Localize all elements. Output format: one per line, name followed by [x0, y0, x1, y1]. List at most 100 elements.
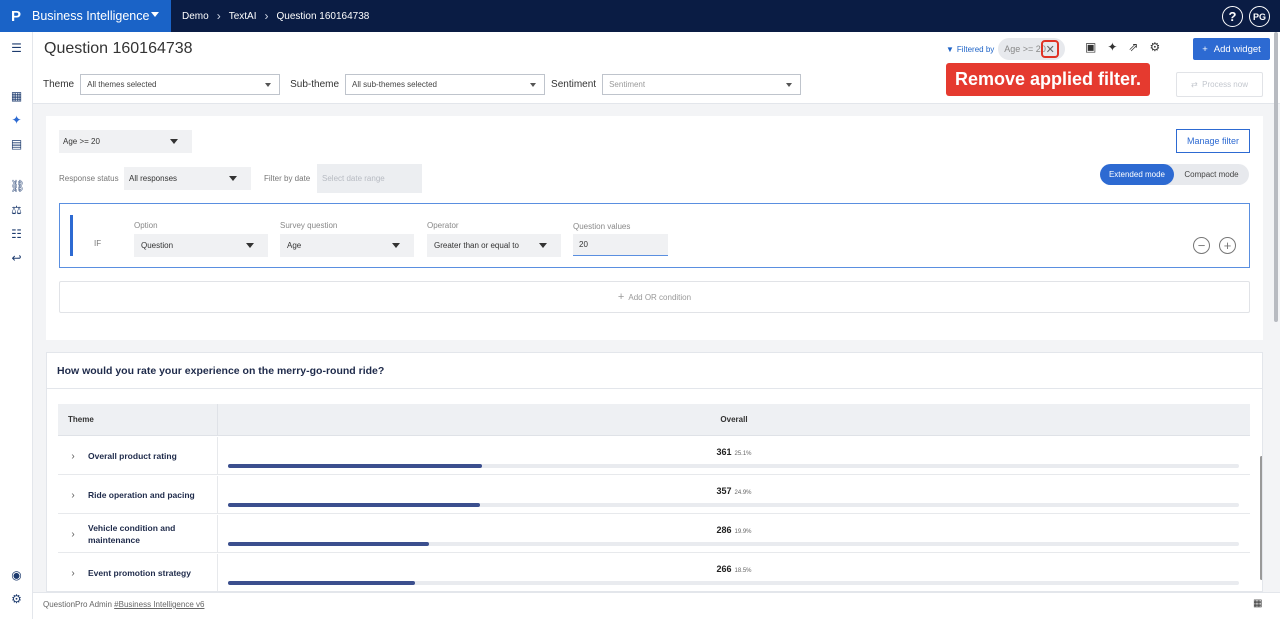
app-name: Business Intelligence: [32, 9, 150, 23]
add-or-condition-button[interactable]: + Add OR condition: [59, 281, 1250, 313]
back-icon[interactable]: ↩: [11, 251, 22, 265]
row-theme-name: Event promotion strategy: [88, 568, 191, 578]
chevron-right-icon[interactable]: ›: [71, 450, 75, 462]
progress-fill: [228, 542, 430, 546]
breadcrumb-item[interactable]: TextAI: [228, 10, 257, 22]
gear-icon[interactable]: ⚙: [11, 592, 22, 606]
question-title: How would you rate your experience on th…: [57, 365, 385, 377]
top-bar: P Business Intelligence Demo › TextAI › …: [0, 0, 1280, 32]
question-values-label: Question values: [573, 222, 631, 231]
caret-down-icon: [246, 243, 254, 248]
progress-track: [228, 503, 1239, 507]
row-count: 361: [716, 447, 732, 457]
theme-select-value: All themes selected: [87, 80, 157, 89]
divider: [47, 388, 1262, 389]
menu-icon[interactable]: ☰: [11, 41, 22, 55]
chevron-right-icon[interactable]: ›: [71, 567, 75, 579]
caret-down-icon: [265, 83, 272, 87]
page-scrollbar[interactable]: [1274, 32, 1278, 322]
theme-select[interactable]: All themes selected: [80, 74, 281, 95]
footer: QuestionPro Admin #Business Intelligence…: [33, 592, 1280, 619]
settings-gear-icon[interactable]: ⚙: [1149, 40, 1161, 54]
table-row: › Vehicle condition and maintenance 286 1…: [58, 515, 1250, 553]
funnel-icon: ▼: [946, 44, 954, 54]
plus-icon: +: [617, 291, 625, 303]
response-status-select[interactable]: All responses: [124, 167, 251, 190]
row-pct: 24.9%: [734, 490, 752, 496]
manage-filter-button[interactable]: Manage filter: [1176, 129, 1250, 153]
sentiment-label: Sentiment: [551, 79, 597, 90]
progress-fill: [228, 581, 416, 585]
table-scrollbar[interactable]: [1260, 456, 1262, 580]
table-row: › Event promotion strategy 266 18.5%: [58, 554, 1250, 591]
sparkle-icon[interactable]: ✦: [11, 113, 22, 127]
applied-filter-text: Age >= 20: [1004, 44, 1046, 54]
question-values-input[interactable]: 20: [573, 234, 668, 256]
row-pct: 19.9%: [734, 529, 752, 535]
results-card: How would you rate your experience on th…: [46, 352, 1263, 592]
progress-track: [228, 464, 1239, 468]
row-pct: 25.1%: [734, 451, 752, 457]
operator-label: Operator: [427, 221, 459, 230]
add-condition-plus-icon[interactable]: +: [1219, 237, 1236, 254]
plus-icon: +: [1202, 43, 1208, 55]
row-count: 266: [716, 564, 732, 574]
if-label: IF: [94, 239, 102, 248]
add-widget-button[interactable]: + Add widget: [1193, 38, 1270, 60]
grid-icon[interactable]: ▦: [1253, 598, 1263, 609]
row-count: 357: [716, 486, 732, 496]
progress-track: [228, 581, 1239, 585]
left-nav: ☰ ▦ ✦ ▤ ⛓ ⚖ ☷ ↩ ◉ ⚙: [0, 32, 33, 619]
share-icon[interactable]: ⇗: [1128, 40, 1139, 54]
chevron-right-icon: ›: [216, 9, 221, 23]
help-button[interactable]: ?: [1222, 6, 1243, 27]
filter-select[interactable]: Age >= 20: [59, 130, 192, 153]
footer-text: QuestionPro Admin: [43, 600, 112, 609]
progress-fill: [228, 503, 480, 507]
breadcrumb-item: Question 160164738: [276, 10, 370, 22]
sync-icon: ⇄: [1191, 80, 1198, 89]
chevron-right-icon[interactable]: ›: [71, 528, 75, 540]
condition-row: IF Option Question Survey question Age O…: [59, 203, 1250, 268]
row-theme-name: Overall product rating: [88, 451, 177, 461]
balance-icon[interactable]: ⚖: [11, 203, 22, 217]
document-icon[interactable]: ▤: [10, 137, 23, 151]
row-count: 286: [716, 525, 732, 535]
extended-mode-button[interactable]: Extended mode: [1100, 164, 1174, 185]
chevron-down-icon: [151, 12, 159, 17]
response-status-label: Response status: [59, 174, 119, 183]
list-icon[interactable]: ☷: [11, 227, 22, 241]
dashboard-icon[interactable]: ▦: [10, 89, 23, 103]
chevron-right-icon[interactable]: ›: [71, 489, 75, 501]
sparkle-icon[interactable]: ✦: [1107, 40, 1118, 54]
caret-down-icon: [229, 176, 237, 181]
survey-question-label: Survey question: [280, 221, 338, 230]
page-title: Question 160164738: [44, 40, 193, 57]
product-switcher[interactable]: P Business Intelligence: [0, 0, 171, 32]
survey-question-select[interactable]: Age: [280, 234, 414, 257]
caret-down-icon: [170, 139, 178, 144]
remove-filter-close-icon[interactable]: ✕: [1041, 40, 1060, 58]
date-range-input[interactable]: Select date range: [317, 164, 422, 193]
subtheme-select[interactable]: All sub-themes selected: [345, 74, 546, 95]
chevron-right-icon: ›: [264, 9, 269, 23]
option-select[interactable]: Question: [134, 234, 268, 257]
column-header-overall: Overall: [218, 404, 1250, 436]
csv-icon[interactable]: ▣: [1085, 40, 1097, 54]
subtheme-label: Sub-theme: [290, 79, 340, 90]
footer-link[interactable]: #Business Intelligence v6: [114, 600, 205, 609]
progress-track: [228, 542, 1239, 546]
condition-accent: [70, 215, 73, 256]
remove-condition-minus-icon[interactable]: −: [1193, 237, 1210, 254]
applied-filter-pill: Age >= 20 ✕: [998, 38, 1066, 60]
operator-select[interactable]: Greater than or equal to: [427, 234, 561, 257]
breadcrumb-item[interactable]: Demo: [182, 10, 209, 22]
user-shield-icon[interactable]: ◉: [11, 568, 22, 582]
network-icon[interactable]: ⛓: [10, 179, 26, 193]
sentiment-select[interactable]: Sentiment: [602, 74, 802, 95]
user-avatar[interactable]: PG: [1249, 6, 1270, 27]
process-now-button[interactable]: ⇄ Process now: [1176, 72, 1263, 97]
row-pct: 18.5%: [734, 568, 752, 574]
subtheme-select-value: All sub-themes selected: [352, 80, 437, 89]
compact-mode-button[interactable]: Compact mode: [1184, 170, 1239, 179]
